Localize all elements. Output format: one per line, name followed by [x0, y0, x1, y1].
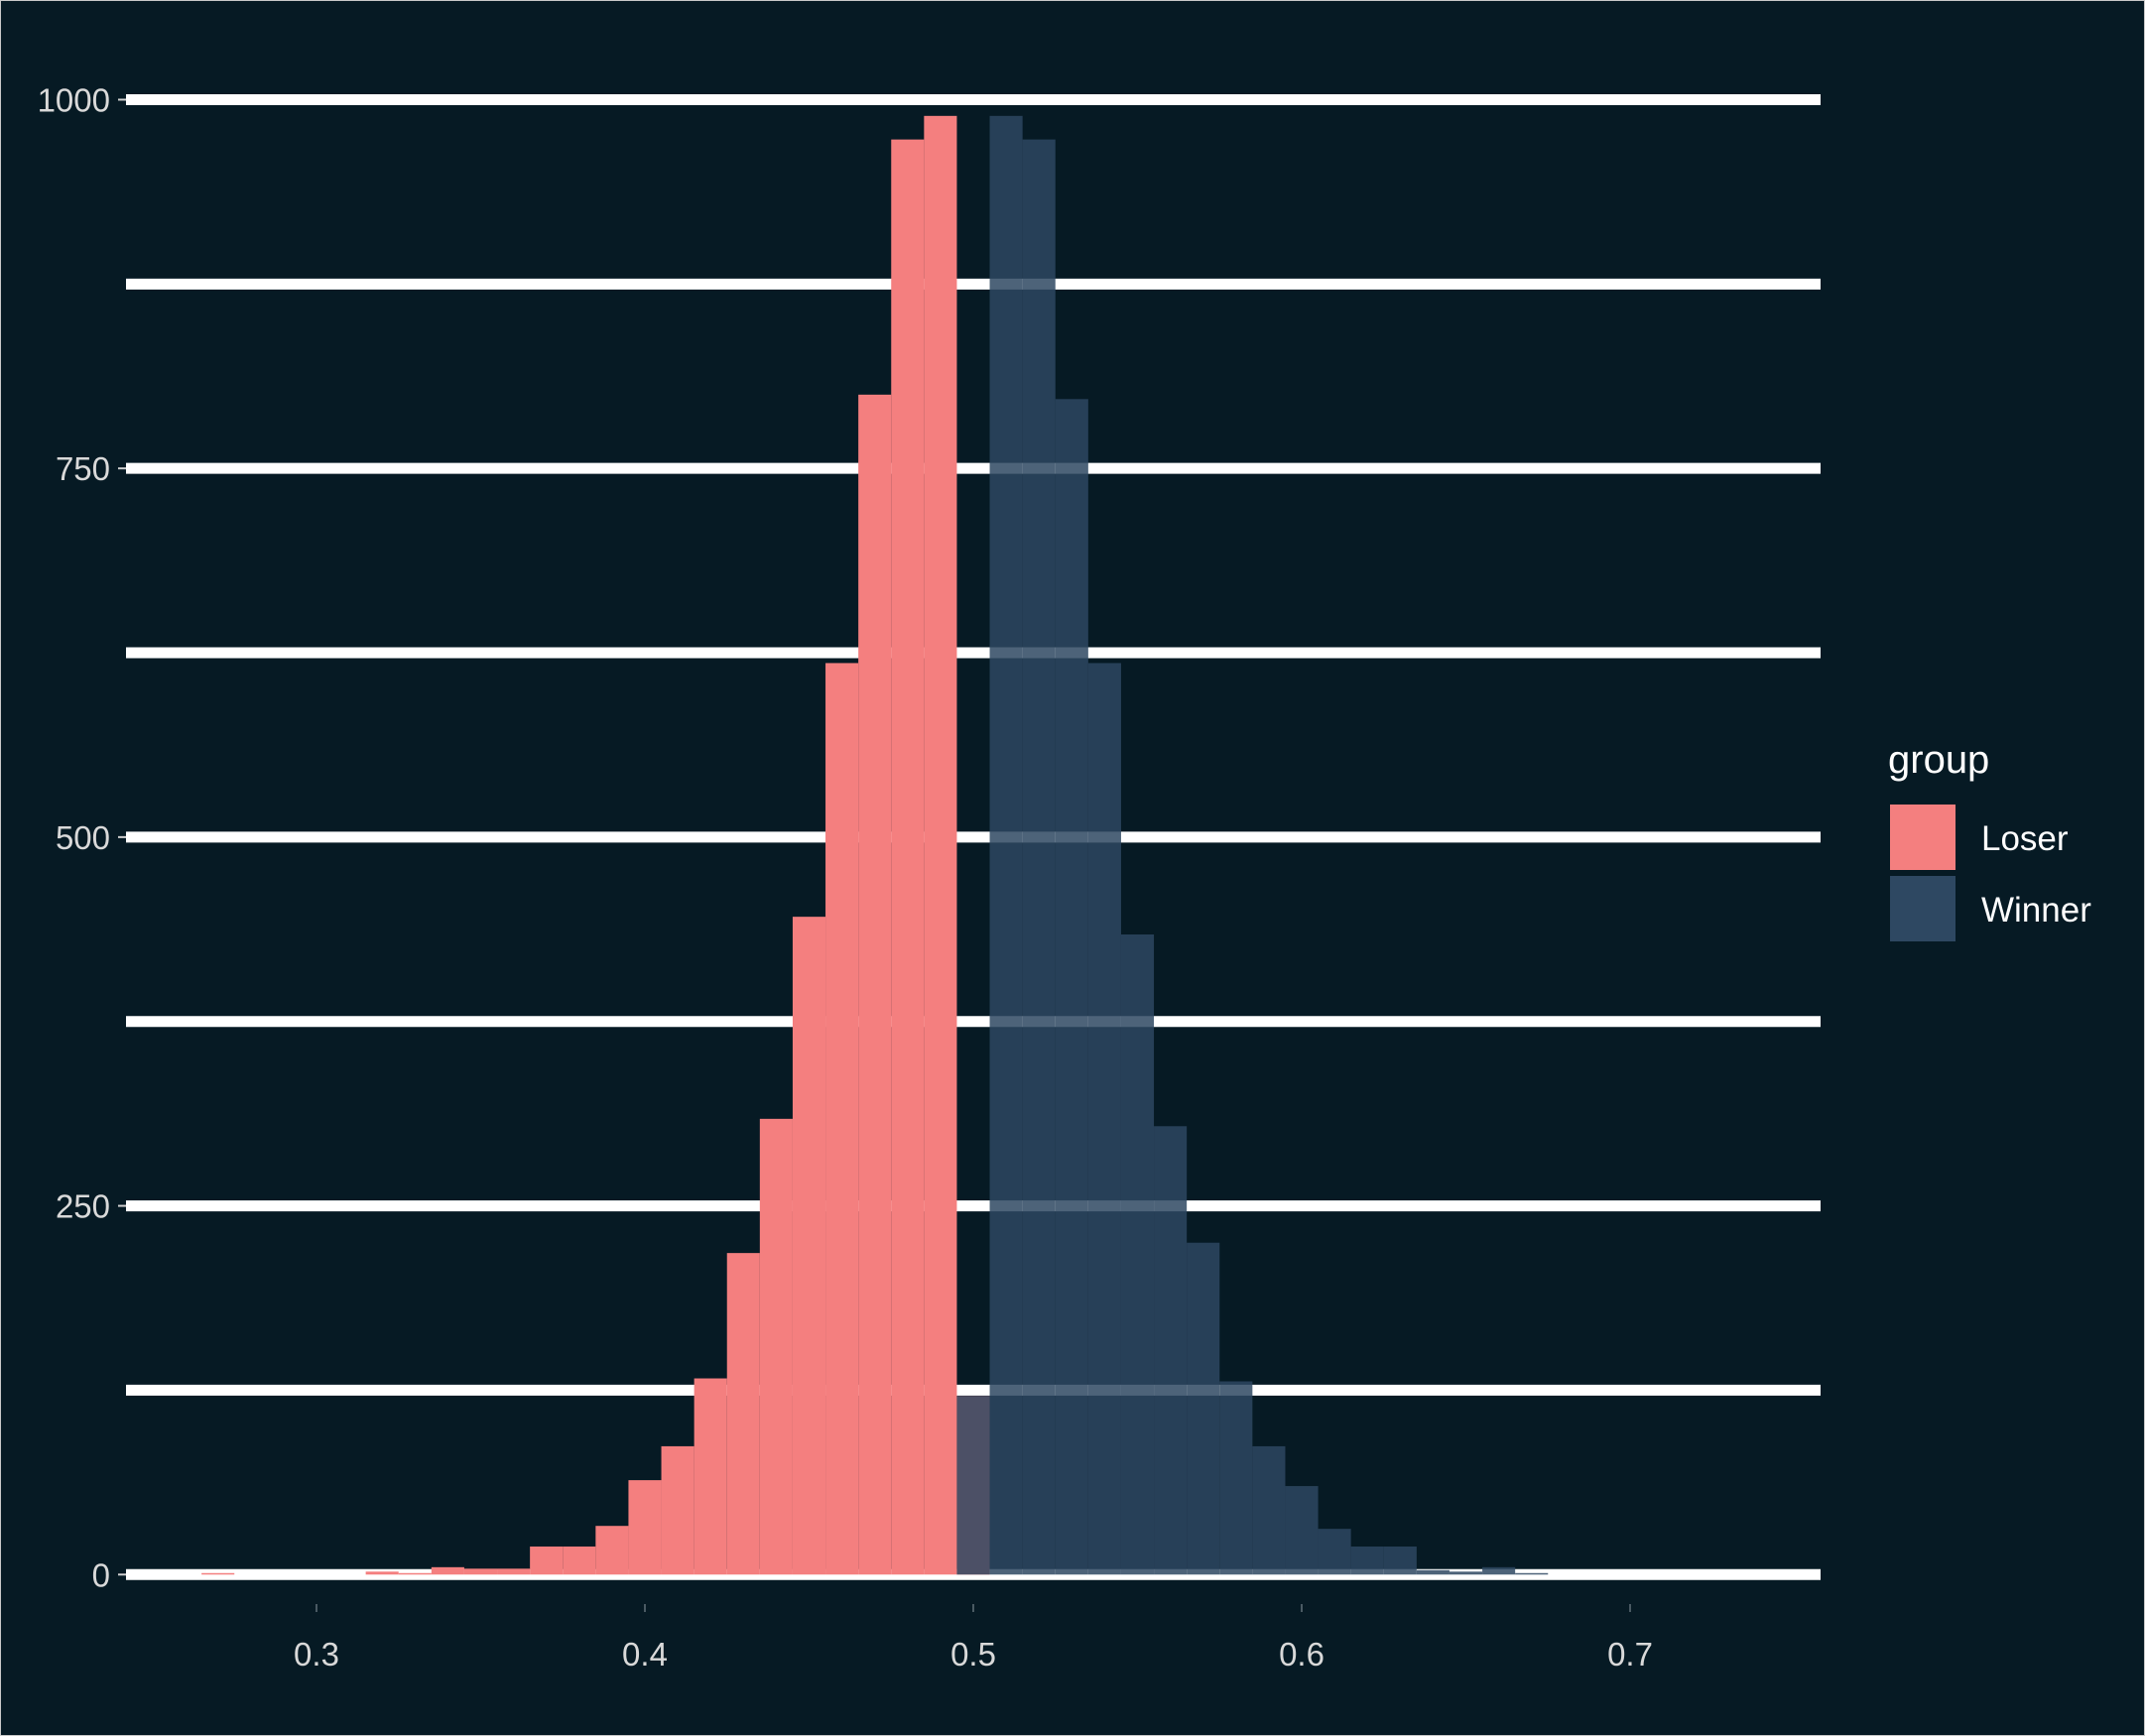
gridlines — [126, 93, 1821, 1580]
bar-loser-0.49 — [924, 115, 957, 1575]
bar-loser-0.43 — [726, 1253, 760, 1575]
bar-loser-0.37 — [530, 1547, 564, 1575]
y-tick-label-1000: 1000 — [38, 81, 110, 118]
bar-loser-0.48 — [891, 139, 925, 1575]
y-tick-label-500: 500 — [56, 819, 110, 856]
bar-winner-0.60 — [1285, 1486, 1319, 1575]
x-tick-label-0.3: 0.3 — [294, 1636, 339, 1673]
bar-winner-0.61 — [1318, 1529, 1351, 1575]
x-tick-label-0.6: 0.6 — [1279, 1636, 1325, 1673]
bar-winner-0.50 — [956, 1396, 990, 1575]
bar-loser-0.45 — [792, 917, 826, 1575]
x-axis: 0.3 0.4 0.5 0.6 0.7 — [294, 1604, 1653, 1673]
bar-loser-0.27 — [201, 1572, 235, 1575]
bar-winner-0.57 — [1187, 1242, 1220, 1575]
legend-key-loser — [1890, 805, 1956, 870]
bar-loser-0.42 — [694, 1378, 727, 1575]
legend-key-winner — [1890, 876, 1956, 941]
legend-label-winner: Winner — [1981, 891, 2091, 930]
y-tick-label-250: 250 — [56, 1188, 110, 1225]
bar-loser-0.35 — [463, 1568, 498, 1575]
y-axis: 0 250 500 750 1000 — [38, 81, 126, 1593]
bar-loser-0.47 — [858, 394, 892, 1575]
bar-winner-0.56 — [1154, 1126, 1188, 1575]
legend-label-loser: Loser — [1981, 819, 2069, 858]
bar-winner-0.59 — [1252, 1445, 1286, 1575]
bar-loser-0.33 — [398, 1572, 432, 1575]
bar-winner-0.62 — [1350, 1547, 1384, 1575]
x-tick-label-0.7: 0.7 — [1607, 1636, 1653, 1673]
bar-winner-0.67 — [1515, 1572, 1549, 1575]
bar-winner-0.53 — [1055, 399, 1088, 1575]
bar-winner-0.66 — [1482, 1566, 1516, 1575]
bar-winner-0.55 — [1120, 933, 1155, 1575]
bar-loser-0.32 — [365, 1571, 399, 1575]
bar-winner-0.58 — [1219, 1381, 1253, 1575]
bar-winner-0.64 — [1416, 1569, 1450, 1575]
bar-loser-0.44 — [759, 1118, 793, 1575]
bar-winner-0.52 — [1022, 139, 1056, 1575]
histogram-bars — [201, 115, 1549, 1575]
bar-loser-0.41 — [661, 1445, 694, 1575]
bar-loser-0.40 — [628, 1480, 662, 1575]
x-tick-label-0.5: 0.5 — [950, 1636, 996, 1673]
bar-loser-0.38 — [563, 1547, 596, 1575]
bar-winner-0.51 — [989, 115, 1023, 1575]
y-tick-label-750: 750 — [56, 450, 110, 487]
bar-loser-0.36 — [497, 1568, 531, 1575]
legend-title: group — [1888, 738, 1989, 782]
bar-winner-0.65 — [1449, 1571, 1483, 1575]
bar-loser-0.34 — [431, 1566, 464, 1575]
bar-winner-0.63 — [1383, 1547, 1417, 1575]
legend: group Loser Winner — [1888, 738, 2091, 941]
bar-loser-0.46 — [825, 663, 859, 1575]
bar-loser-0.39 — [595, 1526, 629, 1575]
x-tick-label-0.4: 0.4 — [622, 1636, 668, 1673]
bar-winner-0.54 — [1087, 663, 1121, 1575]
y-tick-label-0: 0 — [92, 1556, 110, 1593]
